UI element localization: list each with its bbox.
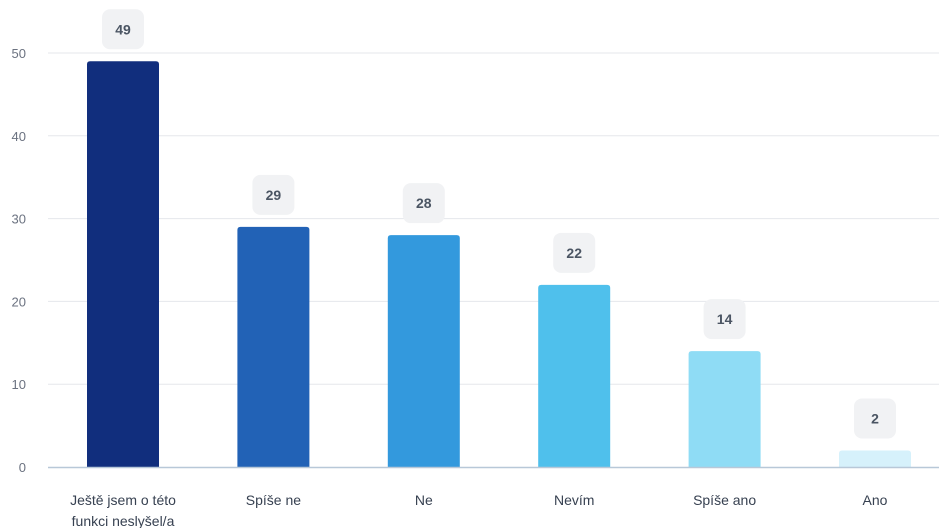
bar: [388, 235, 460, 467]
x-tick-label: Ne: [415, 492, 433, 508]
bar: [538, 285, 610, 467]
x-tick-label: Spíše ano: [693, 492, 756, 508]
value-label: 29: [252, 175, 294, 215]
x-tick-label: Nevím: [554, 492, 594, 508]
x-tick-label: Ještě jsem o této: [70, 492, 176, 508]
value-label: 49: [102, 9, 144, 49]
x-axis-labels: Ještě jsem o této funkci neslyšel/a Spíše …: [70, 492, 888, 528]
value-label: 22: [553, 233, 595, 273]
value-label: 2: [854, 398, 896, 438]
value-labels: 49 29 28 22 14 2: [102, 9, 896, 438]
y-tick-label: 20: [12, 294, 26, 309]
x-tick-label: funkci neslyšel/a: [72, 513, 175, 528]
bar: [689, 351, 761, 467]
value-label-text: 29: [266, 187, 282, 203]
value-label-text: 2: [871, 410, 879, 426]
value-label-text: 49: [115, 21, 131, 37]
y-tick-label: 50: [12, 46, 26, 61]
y-tick-label: 0: [19, 460, 26, 475]
bars: [87, 61, 911, 467]
value-label-text: 14: [717, 311, 733, 327]
value-label-text: 22: [566, 245, 582, 261]
bar: [87, 61, 159, 467]
y-tick-label: 10: [12, 377, 26, 392]
grid-lines: [48, 53, 939, 384]
value-label: 14: [704, 299, 746, 339]
bar: [839, 450, 911, 467]
value-label-text: 28: [416, 195, 432, 211]
y-tick-label: 30: [12, 212, 26, 227]
y-tick-label: 40: [12, 129, 26, 144]
x-tick-label: Ano: [863, 492, 888, 508]
y-axis-ticks: 0 10 20 30 40 50: [12, 46, 26, 475]
x-tick-label: Spíše ne: [246, 492, 301, 508]
bar: [237, 227, 309, 467]
value-label: 28: [403, 183, 445, 223]
